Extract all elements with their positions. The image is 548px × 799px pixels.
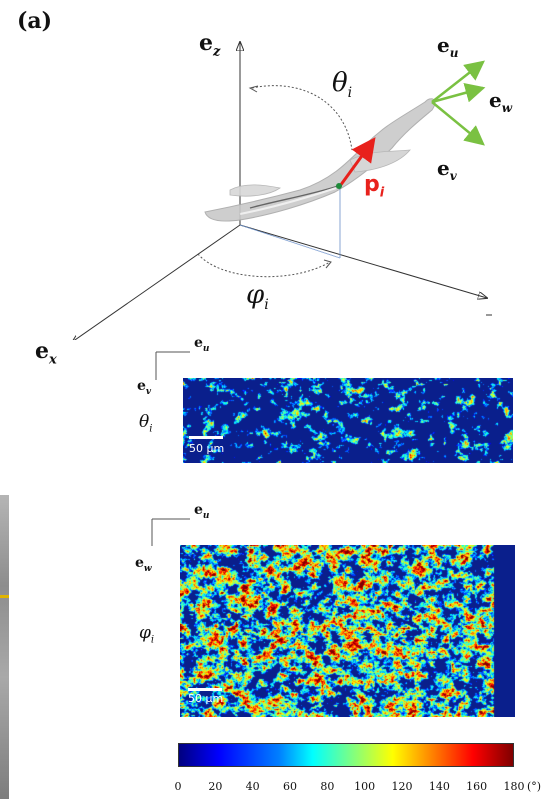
colorbar-tick: 20: [208, 780, 223, 793]
map2-axis-h-label: eu: [194, 502, 210, 521]
ex-label: ex: [35, 338, 57, 368]
ew-label: ew: [489, 88, 513, 115]
colorbar-unit: (°): [526, 780, 542, 793]
p-vector: [338, 137, 376, 187]
phi-label: φi: [246, 280, 269, 314]
ez-label: ez: [199, 30, 221, 60]
p-origin-dot: [336, 183, 342, 189]
fiber-shape: [204, 98, 436, 222]
colorbar-tick: 100: [354, 780, 376, 793]
colorbar-tick: 120: [391, 780, 413, 793]
colorbar-tick: 140: [428, 780, 450, 793]
map1-scale-bar: [189, 436, 223, 439]
map1-axis-h-label: eu: [194, 335, 210, 354]
phi-arc: [197, 253, 331, 278]
y-axis: [239, 224, 487, 298]
x-axis: [72, 224, 241, 340]
map2-scale-bar: [188, 688, 222, 691]
ev-arrow: [431, 101, 485, 146]
map1-scale-label: 50 µm: [189, 442, 225, 455]
theta-orientation-map: [183, 378, 513, 463]
ew-arrow: [431, 82, 486, 104]
theta-arc-arrow: [248, 85, 259, 93]
map2-angle-label: φi: [139, 623, 155, 646]
colorbar: [178, 743, 514, 767]
theta-arc: [251, 85, 353, 151]
map2-scale-label: 50 µm: [188, 692, 224, 705]
orientation-schematic: [0, 0, 492, 340]
colorbar-tick: 60: [283, 780, 297, 793]
colorbar-tick: 80: [320, 780, 335, 793]
phi-arc-arrow: [323, 259, 332, 269]
cropped-micrograph-accent: [0, 595, 9, 598]
panel-label: (a): [17, 8, 53, 34]
eu-label: eu: [437, 33, 459, 60]
colorbar-tick: 40: [245, 780, 260, 793]
map1-angle-label: θi: [139, 412, 153, 435]
cropped-micrograph-strip: [0, 495, 9, 799]
phi-orientation-map: [180, 545, 515, 717]
colorbar-tick: 160: [466, 780, 488, 793]
theta-label: θi: [332, 68, 353, 102]
ev-label: ev: [437, 156, 457, 183]
p-label: pi: [364, 172, 385, 201]
colorbar-tick: 0: [174, 780, 182, 793]
colorbar-tick: 180: [503, 780, 525, 793]
map1-axis-v-label: ev: [137, 378, 152, 397]
projection-x: [273, 235, 341, 259]
eu-arrow: [431, 60, 485, 103]
map2-axis-v-label: ew: [135, 555, 152, 574]
